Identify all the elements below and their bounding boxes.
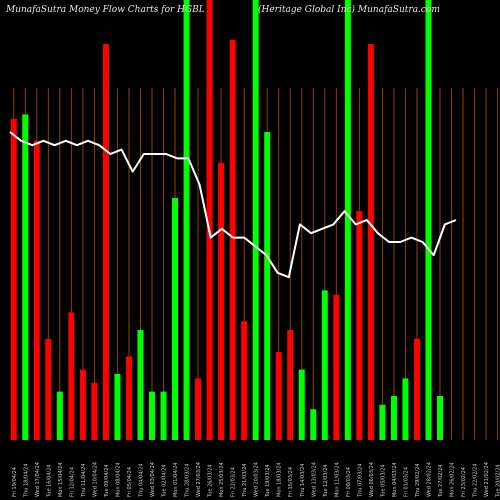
x-tick-label: Wed 21/02/24 [484, 462, 490, 497]
money-flow-bar-green [22, 114, 29, 441]
money-flow-bar-green [160, 391, 167, 440]
money-flow-bar-red [287, 330, 294, 440]
x-tick-label: Fri 12/04/24 [69, 467, 75, 497]
x-tick-label: Fri 01/03/24 [403, 467, 409, 497]
x-tick-label: Tue 16/04/24 [46, 464, 52, 498]
money-flow-bar-red [413, 338, 420, 440]
money-flow-bar-green [172, 198, 179, 440]
money-flow-bar-red [91, 382, 98, 440]
money-flow-bar-red [218, 162, 225, 441]
x-axis-date-labels: Fri 19/04/24 Thu 18/04/24 Wed 17/04/24 Tue … [12, 462, 500, 498]
x-tick-label: Wed 17/04/24 [35, 462, 41, 497]
money-flow-bar-green [298, 369, 305, 440]
money-flow-bar-green [437, 396, 443, 440]
x-tick-label: Thu 07/03/24 [357, 464, 363, 498]
money-flow-bars [10, 0, 443, 441]
money-flow-bar-green [149, 391, 155, 440]
x-tick-label: Wed 27/03/24 [196, 462, 202, 497]
x-tick-label: Mon 26/02/24 [450, 462, 456, 497]
x-tick-label: Thu 29/02/24 [415, 464, 421, 498]
x-tick-label: Fri 08/03/24 [346, 467, 352, 497]
x-tick-label: Wed 06/03/24 [369, 462, 375, 497]
price-line-layer [9, 131, 457, 279]
money-flow-bar-green [264, 132, 271, 440]
x-tick-label: Mon 04/03/24 [392, 462, 398, 497]
money-flow-bar-red [367, 44, 374, 440]
x-tick-label: Tue 09/04/24 [104, 464, 110, 498]
x-tick-label: Wed 03/04/24 [150, 462, 156, 497]
price-line [9, 131, 457, 279]
chart-title: MunafaSutra Money Flow Charts for HGBL [6, 5, 205, 15]
x-tick-label: Tue 05/03/24 [380, 464, 386, 498]
money-flow-bar-red [275, 352, 282, 440]
x-tick-label: Wed 20/03/24 [254, 462, 260, 497]
x-tick-label: Tue 19/03/24 [265, 464, 271, 498]
x-tick-label: Wed 28/02/24 [426, 462, 432, 497]
money-flow-bar-green [344, 0, 351, 440]
money-flow-bar-green [379, 404, 386, 440]
money-flow-bar-red [241, 321, 248, 440]
money-flow-bar-green [137, 330, 144, 440]
money-flow-bar-red [33, 140, 40, 441]
x-tick-label: Thu 11/04/24 [81, 464, 87, 498]
money-flow-bar-green [425, 0, 432, 440]
money-flow-bar-green [321, 290, 328, 440]
money-flow-bar-green [114, 374, 121, 440]
money-flow-bar-red [356, 211, 363, 440]
money-flow-bar-green [183, 0, 190, 440]
x-tick-label: Wed 10/04/24 [92, 462, 98, 497]
x-tick-label: Fri 22/03/24 [231, 467, 237, 497]
money-flow-bar-red [195, 378, 202, 440]
x-tick-label: Thu 18/04/24 [23, 464, 29, 498]
money-flow-bar-red [79, 369, 86, 440]
money-flow-bar-red [10, 118, 17, 441]
x-tick-label: Tue 27/02/24 [438, 464, 444, 498]
money-flow-bar-green [56, 391, 63, 440]
money-flow-bar-green [252, 0, 259, 440]
money-flow-bar-green [402, 378, 409, 440]
x-tick-label: Fri 15/03/24 [288, 467, 294, 497]
x-tick-label: Mon 15/04/24 [58, 462, 64, 497]
x-tick-label: Thu 21/03/24 [242, 464, 248, 498]
x-tick-label: Tue 02/04/24 [162, 464, 168, 498]
x-tick-label: Tue 20/02/24 [496, 464, 500, 498]
x-tick-label: Fri 23/02/24 [461, 467, 467, 497]
x-tick-label: Mon 11/03/24 [334, 462, 340, 497]
money-flow-bar-red [125, 356, 132, 440]
x-tick-label: Wed 13/03/24 [311, 462, 317, 497]
x-tick-label: Mon 25/03/24 [219, 462, 225, 497]
money-flow-bar-red [102, 44, 109, 440]
x-tick-label: Thu 04/04/24 [138, 464, 144, 498]
x-tick-label: Mon 18/03/24 [277, 462, 283, 497]
x-tick-label: Thu 22/02/24 [473, 464, 479, 498]
money-flow-bar-green [390, 396, 397, 440]
chart-subtitle-company: (Heritage Global Inc) MunafaSutra.com [258, 5, 440, 15]
money-flow-bar-red [45, 338, 52, 440]
x-tick-label: Mon 01/04/24 [173, 462, 179, 497]
x-tick-label: Thu 28/03/24 [185, 464, 191, 498]
money-flow-bar-red [206, 0, 213, 440]
x-tick-label: Fri 19/04/24 [12, 467, 18, 497]
money-flow-bar-red [229, 39, 236, 440]
money-flow-bar-red [68, 312, 75, 440]
x-tick-label: Fri 05/04/24 [127, 467, 133, 497]
money-flow-bar-green [310, 409, 317, 440]
x-tick-label: Tue 26/03/24 [208, 464, 214, 498]
x-tick-label: Tue 12/03/24 [323, 464, 329, 498]
money-flow-bar-red [333, 294, 340, 440]
x-tick-label: Thu 14/03/24 [300, 464, 306, 498]
x-tick-label: Mon 08/04/24 [115, 462, 121, 497]
